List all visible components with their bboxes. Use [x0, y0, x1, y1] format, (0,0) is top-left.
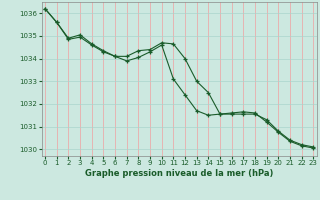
X-axis label: Graphe pression niveau de la mer (hPa): Graphe pression niveau de la mer (hPa) — [85, 169, 273, 178]
